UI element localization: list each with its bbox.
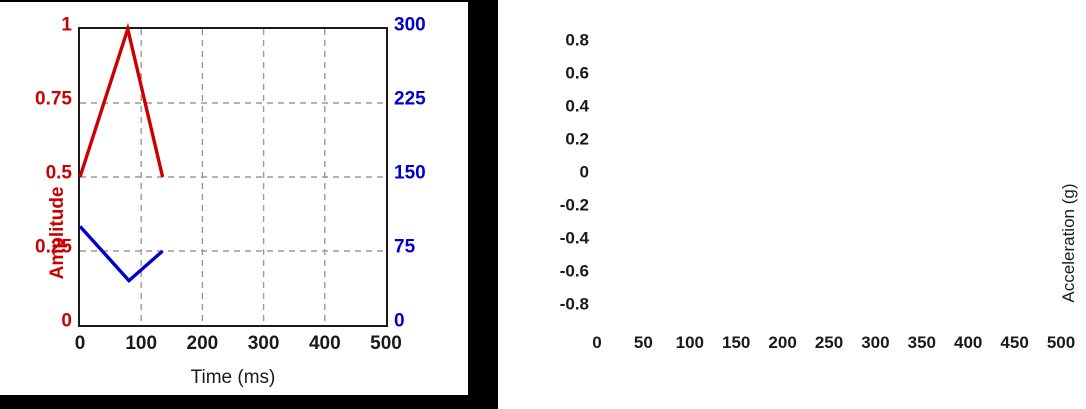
bottom-black-band — [0, 395, 468, 409]
axis-tick-label: 0.25 — [35, 236, 72, 258]
left-y-axis-title: Amplitude — [46, 186, 68, 280]
axis-tick-label: 400 — [954, 333, 983, 352]
axis-tick-label: 75 — [394, 236, 416, 258]
frequency-line — [78, 225, 164, 283]
right-chart-panel: -0.8 -0.6 -0.4 -0.2 0 0.2 0.4 0.6 0.8 0 50 100 150 2… — [498, 0, 1086, 409]
axis-tick-label: 0 — [579, 162, 589, 181]
top-black-band — [0, 0, 468, 2]
axis-tick-label: 0.2 — [565, 129, 589, 148]
axis-tick-label: 225 — [394, 88, 426, 110]
axis-tick-label: 300 — [861, 333, 890, 352]
left-gridlines — [80, 29, 386, 325]
panel-separator-band — [468, 0, 498, 409]
axis-tick-label: 100 — [675, 333, 704, 352]
axis-tick-label: 400 — [308, 333, 341, 354]
axis-tick-label: -0.4 — [559, 228, 589, 247]
axis-tick-label: 150 — [394, 162, 426, 184]
axis-tick-label: 500 — [370, 333, 402, 354]
axis-tick-label: 0 — [592, 333, 602, 352]
left-data-layer — [78, 22, 386, 325]
axis-tick-label: 0.4 — [565, 96, 589, 115]
axis-tick-label: 500 — [1046, 333, 1076, 352]
axis-tick-label: 0.5 — [45, 162, 72, 184]
axis-tick-label: -0.6 — [559, 261, 589, 280]
left-chart-panel: 0 0.25 0.5 0.75 1 0 75 150 225 300 0 100 200 300 400… — [0, 2, 529, 395]
axis-tick-label: 300 — [247, 333, 280, 354]
axis-tick-label: 0 — [74, 333, 86, 354]
axis-tick-label: 300 — [394, 14, 426, 36]
amplitude-line — [78, 22, 165, 178]
axis-tick-label: 200 — [768, 333, 797, 352]
axis-tick-label: 0 — [394, 310, 405, 332]
axis-tick-label: -0.2 — [559, 195, 589, 214]
right-y-axis-title: Acceleration (g) — [1059, 183, 1079, 303]
axis-tick-label: 0 — [61, 310, 72, 332]
axis-tick-label: 350 — [907, 333, 936, 352]
axis-tick-label: 0.75 — [35, 88, 72, 110]
axis-tick-label: 200 — [186, 333, 219, 354]
axis-tick-label: 450 — [1000, 333, 1029, 352]
left-x-axis-title: Time (ms) — [190, 367, 276, 388]
axis-tick-label: 250 — [814, 333, 844, 352]
axis-tick-label: 0.6 — [565, 63, 589, 82]
axis-tick-label: 150 — [722, 333, 751, 352]
axis-tick-label: -0.8 — [559, 294, 589, 313]
axis-tick-label: 1 — [61, 14, 72, 36]
axis-tick-label: 50 — [633, 333, 653, 352]
axis-tick-label: 100 — [125, 333, 158, 354]
axis-tick-label: 0.8 — [565, 30, 589, 49]
left-plot-area — [78, 22, 388, 327]
